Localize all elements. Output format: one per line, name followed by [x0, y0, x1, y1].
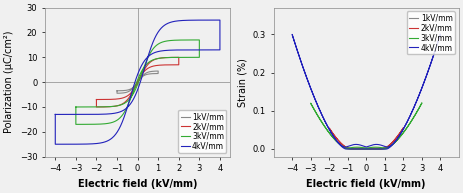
Legend: 1kV/mm, 2kV/mm, 3kV/mm, 4kV/mm: 1kV/mm, 2kV/mm, 3kV/mm, 4kV/mm: [407, 12, 455, 54]
Legend: 1kV/mm, 2kV/mm, 3kV/mm, 4kV/mm: 1kV/mm, 2kV/mm, 3kV/mm, 4kV/mm: [178, 110, 226, 153]
Y-axis label: Polarization (μC/cm²): Polarization (μC/cm²): [4, 31, 14, 133]
X-axis label: Electric field (kV/mm): Electric field (kV/mm): [78, 179, 197, 189]
Y-axis label: Strain (%): Strain (%): [237, 58, 247, 107]
X-axis label: Electric field (kV/mm): Electric field (kV/mm): [307, 179, 426, 189]
